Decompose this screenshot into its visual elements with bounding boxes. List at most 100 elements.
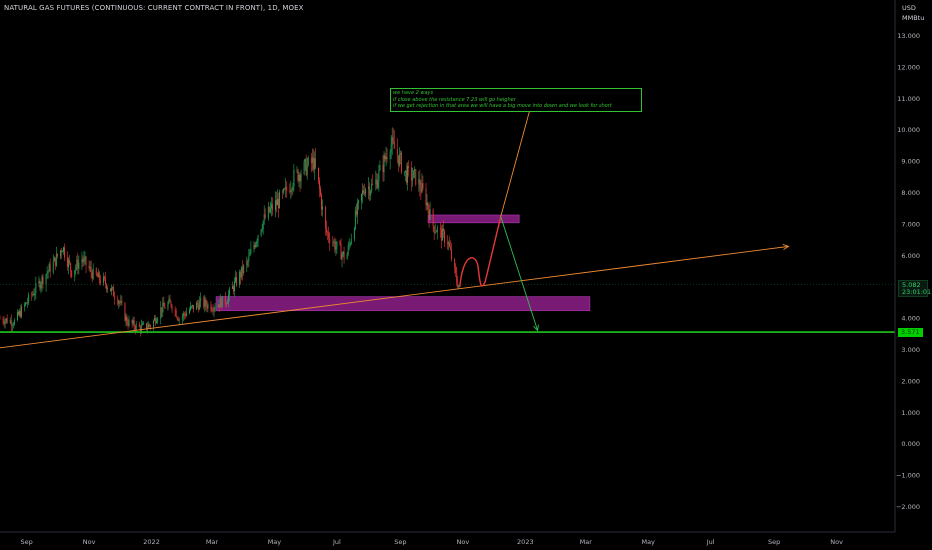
candle-body bbox=[183, 313, 185, 315]
candle-body bbox=[178, 319, 180, 321]
candle-body bbox=[138, 324, 140, 327]
y-tick-label: 8.000 bbox=[901, 189, 920, 197]
candle-body bbox=[221, 295, 223, 308]
candle-body bbox=[62, 251, 63, 253]
candle-body bbox=[369, 186, 371, 196]
candle-body bbox=[197, 302, 199, 305]
candle-body bbox=[169, 299, 171, 302]
candle-body bbox=[284, 188, 286, 190]
candle-body bbox=[235, 277, 236, 282]
candle-body bbox=[319, 180, 320, 189]
candle-body bbox=[163, 302, 165, 307]
last-price-tag: 5.082 23:01:01 bbox=[898, 280, 931, 297]
x-tick-label: Jul bbox=[332, 538, 341, 546]
candle-body bbox=[397, 155, 399, 166]
candle-body bbox=[246, 261, 248, 266]
x-tick-label: Sep bbox=[20, 538, 32, 546]
candle-body bbox=[262, 221, 264, 230]
candle-body bbox=[25, 302, 27, 305]
candle-body bbox=[4, 320, 6, 324]
candle-body bbox=[114, 296, 116, 299]
candle-body bbox=[135, 324, 137, 330]
candle-body bbox=[393, 141, 395, 149]
x-tick-label: 2023 bbox=[517, 538, 534, 546]
y-tick-label: −2.000 bbox=[896, 503, 920, 511]
candle-body bbox=[175, 310, 177, 318]
candle-body bbox=[407, 166, 409, 183]
candle-body bbox=[3, 321, 5, 324]
candle-body bbox=[76, 259, 78, 268]
candle-body bbox=[90, 267, 92, 273]
candle-body bbox=[326, 227, 328, 233]
candle-body bbox=[355, 210, 357, 215]
candle-body bbox=[148, 324, 149, 328]
candle-body bbox=[168, 299, 170, 304]
chart-title: NATURAL GAS FUTURES (CONTINUOUS: CURRENT… bbox=[4, 4, 304, 12]
candle-body bbox=[84, 256, 86, 258]
candle-body bbox=[60, 250, 62, 253]
candle-body bbox=[206, 305, 208, 309]
candle-body bbox=[305, 159, 307, 176]
candle-body bbox=[426, 202, 428, 206]
annotation-box[interactable]: we have 2 ways if close above the resist… bbox=[390, 88, 642, 112]
candle-body bbox=[243, 265, 245, 274]
x-tick-label: 2022 bbox=[143, 538, 160, 546]
candle-body bbox=[379, 165, 381, 171]
candle-body bbox=[81, 259, 83, 263]
candle-body bbox=[364, 192, 366, 194]
candle-body bbox=[226, 302, 228, 305]
candle-body bbox=[398, 154, 400, 166]
candle-body bbox=[372, 183, 374, 185]
candle-body bbox=[59, 250, 61, 257]
candle-body bbox=[134, 327, 136, 330]
candle-body bbox=[391, 137, 393, 145]
candle-body bbox=[434, 231, 436, 233]
candle-body bbox=[147, 327, 148, 329]
candle-body bbox=[38, 281, 40, 284]
y-tick-label: 1.000 bbox=[901, 409, 920, 417]
trendline-arrowhead bbox=[782, 244, 790, 251]
short-arrowhead bbox=[533, 324, 539, 332]
y-tick-label: 6.000 bbox=[901, 252, 920, 260]
candle-body bbox=[429, 209, 431, 220]
candle-body bbox=[303, 161, 305, 174]
candle-body bbox=[157, 318, 159, 322]
candle-body bbox=[170, 301, 172, 306]
candle-body bbox=[145, 323, 147, 329]
candle-body bbox=[396, 148, 398, 156]
candle-body bbox=[389, 152, 391, 160]
candle-body bbox=[318, 167, 319, 181]
y-tick-label: −1.000 bbox=[896, 472, 920, 480]
candle-body bbox=[449, 242, 450, 247]
candle-body bbox=[155, 317, 157, 324]
candle-body bbox=[92, 268, 94, 279]
candle-body bbox=[77, 259, 79, 270]
candle-body bbox=[142, 323, 144, 324]
candle-body bbox=[113, 287, 115, 297]
candle-body bbox=[336, 241, 338, 247]
candle-body bbox=[436, 227, 438, 233]
candle-body bbox=[53, 257, 55, 262]
candle-body bbox=[48, 264, 50, 272]
candle-body bbox=[126, 316, 128, 325]
candle-body bbox=[9, 320, 11, 323]
candle-body bbox=[304, 159, 306, 162]
candle-body bbox=[224, 295, 226, 304]
candle-body bbox=[413, 170, 415, 178]
candle-body bbox=[176, 317, 178, 319]
candle-body bbox=[27, 302, 29, 304]
candle-body bbox=[310, 157, 312, 163]
candle-body bbox=[435, 231, 437, 233]
candle-body bbox=[267, 206, 269, 219]
candle-body bbox=[199, 301, 201, 310]
short-arrow-line bbox=[500, 216, 539, 331]
candle-body bbox=[83, 257, 85, 262]
candle-body bbox=[382, 165, 384, 173]
candle-body bbox=[160, 307, 162, 319]
candle-body bbox=[56, 253, 58, 257]
annotation-line: we have 2 ways bbox=[393, 90, 434, 96]
candle-body bbox=[10, 320, 12, 326]
candle-body bbox=[177, 318, 179, 321]
candle-body bbox=[70, 263, 72, 271]
